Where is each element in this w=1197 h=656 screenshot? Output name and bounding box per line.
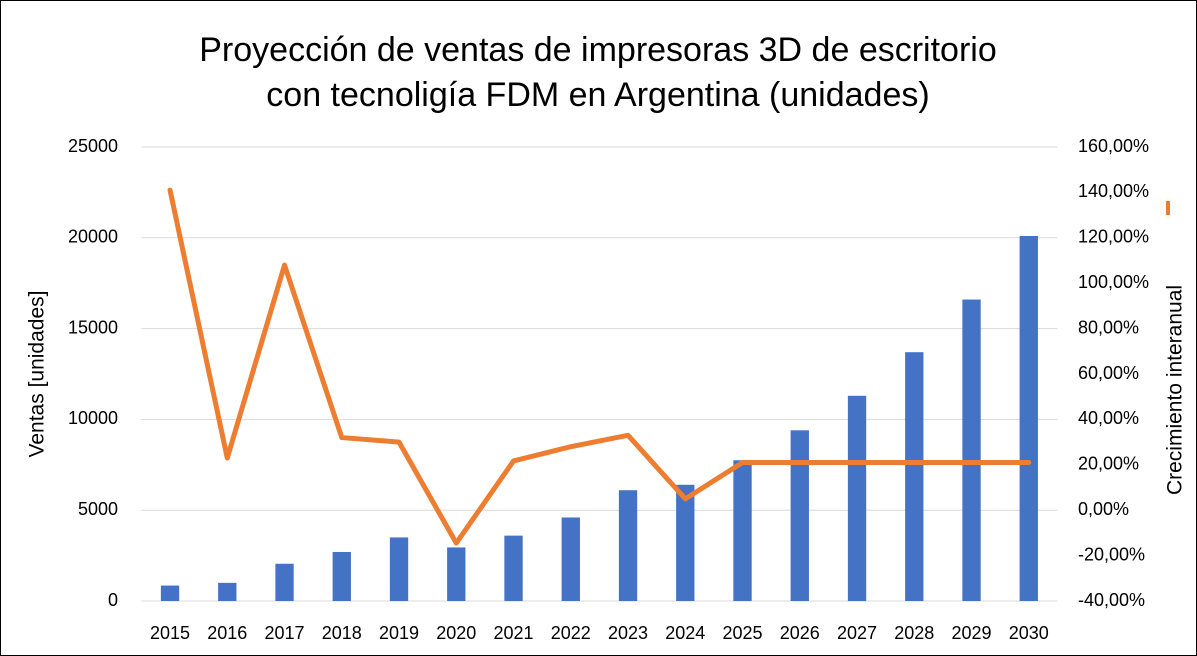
- y2-tick-label: 60,00%: [1078, 363, 1139, 383]
- x-tick-label: 2029: [952, 623, 992, 643]
- bar: [561, 517, 580, 601]
- y2-tick-label: 160,00%: [1078, 136, 1149, 156]
- bar: [1019, 235, 1038, 601]
- y-tick-label: 0: [108, 590, 118, 610]
- x-tick-label: 2023: [608, 623, 648, 643]
- line: [167, 187, 1032, 546]
- y-tick-label: 5000: [78, 499, 118, 519]
- y-tick-label: 25000: [68, 136, 118, 156]
- x-tick-label: 2024: [665, 623, 705, 643]
- x-tick-label: 2028: [894, 623, 934, 643]
- y-tick-label: 10000: [68, 408, 118, 428]
- y2-axis-title: Crecimiento interanual: [1164, 285, 1187, 495]
- bar: [847, 395, 867, 601]
- x-tick-label: 2019: [379, 623, 419, 643]
- y2-tick-label: -40,00%: [1078, 590, 1145, 610]
- y-tick-label: 15000: [68, 317, 118, 337]
- bar: [332, 551, 351, 601]
- y2-tick-label: -20,00%: [1078, 544, 1145, 564]
- bar: [275, 563, 294, 601]
- chart-title: Proyección de ventas de impresoras 3D de…: [199, 31, 997, 69]
- bar: [218, 582, 237, 601]
- bar: [504, 535, 523, 601]
- bar: [676, 484, 695, 601]
- bar: [618, 490, 638, 601]
- bar: [733, 460, 752, 601]
- x-tick-label: 2025: [723, 623, 763, 643]
- y2-tick-label: 20,00%: [1078, 454, 1139, 474]
- x-tick-label: 2016: [207, 623, 247, 643]
- bar: [962, 299, 981, 601]
- y2-tick-label: 80,00%: [1078, 317, 1139, 337]
- x-tick-label: 2015: [150, 623, 190, 643]
- x-tick-label: 2018: [322, 623, 362, 643]
- y2-tick-label: 120,00%: [1078, 227, 1149, 247]
- x-tick-label: 2027: [837, 623, 877, 643]
- y2-tick-label: 100,00%: [1078, 272, 1149, 292]
- y-axis-title: Ventas [unidades]: [26, 291, 49, 458]
- bar: [447, 547, 466, 601]
- y2-tick-label: 140,00%: [1078, 181, 1149, 201]
- x-tick-label: 2021: [494, 623, 534, 643]
- chart-title: con tecnoligía FDM en Argentina (unidade…: [266, 76, 929, 114]
- x-tick-label: 2030: [1009, 623, 1049, 643]
- y-tick-label: 20000: [68, 227, 118, 247]
- x-tick-label: 2026: [780, 623, 820, 643]
- x-tick-label: 2017: [265, 623, 305, 643]
- x-tick-label: 2022: [551, 623, 591, 643]
- y2-tick-label: 0,00%: [1078, 499, 1129, 519]
- bar: [905, 352, 924, 601]
- bar: [389, 537, 409, 601]
- bar: [790, 430, 809, 601]
- x-tick-label: 2020: [436, 623, 476, 643]
- y2-tick-label: 40,00%: [1078, 408, 1139, 428]
- bar: [160, 585, 180, 601]
